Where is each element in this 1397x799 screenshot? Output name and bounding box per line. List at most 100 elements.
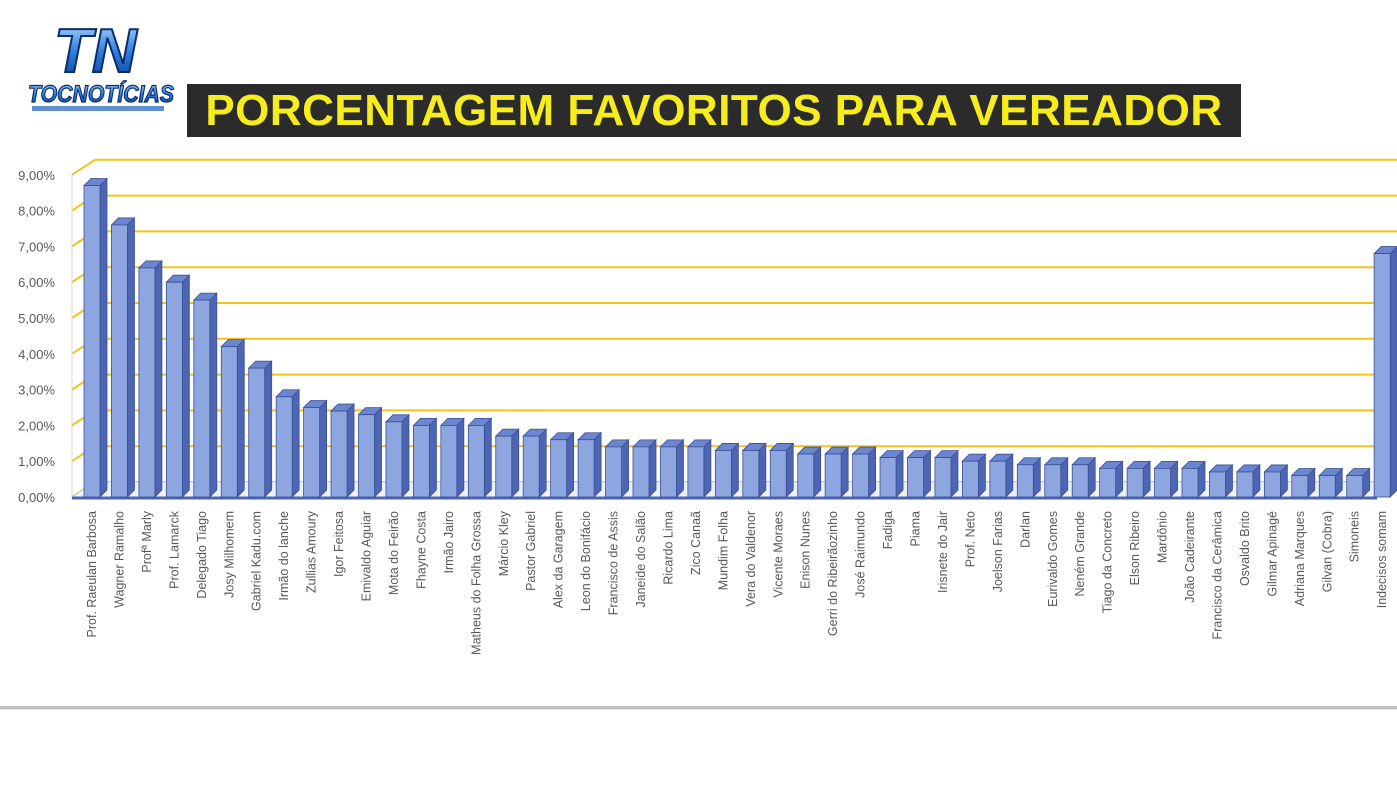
bar [439,417,465,498]
bar [769,442,795,498]
bar-front [742,450,760,498]
bar [851,446,877,498]
category-label: Márcio Kley [497,510,511,576]
bar [1208,463,1234,498]
bar [577,431,603,498]
category-label: Zullias Amoury [305,510,319,593]
bar [384,413,410,498]
title-bar: PORCENTAGEM FAVORITOS PARA VEREADOR [187,84,1241,137]
bar-side [1389,246,1397,498]
bottom-divider-shadow [0,709,1397,710]
bar-front [1181,467,1199,498]
bar-front [852,453,869,498]
bar [357,406,383,498]
bar [467,417,493,498]
bar-front [275,396,293,498]
bar-side [428,417,437,498]
bar-side [154,259,163,498]
bar-side [676,438,684,498]
bar-front [1071,464,1089,498]
bar [604,438,630,498]
bar-side [923,449,931,498]
category-label: Prof. Raeulan Barbosa [85,511,99,638]
bar [659,438,685,498]
label-layer: 0,00% 1,00% 2,00% 3,00% 4,00% 5,00% 6,00% 7,00%… [18,168,1389,655]
bar-front [385,421,403,498]
bar-side [99,177,108,498]
category-label: Eurivaldo Gomes [1046,511,1060,607]
bar-side [209,292,218,498]
bar-side [621,438,629,498]
bar [1373,246,1397,498]
bar-front [989,460,1007,498]
logo-text: TOCNOTÍCIAS [28,80,174,108]
bar-side [319,399,328,498]
bar-front [660,446,677,498]
bar [686,438,712,498]
category-label: Prof. Neto [963,511,977,567]
bar-front [824,453,842,498]
bar [1071,456,1097,498]
bar [1235,463,1261,498]
category-label: Gerri do Ribeirãozinho [826,511,840,636]
bar-front [1126,467,1144,498]
bar-front [550,439,568,498]
y-tick-label: 4,00% [18,347,55,362]
logo-mark: TN [54,17,138,86]
category-label: Igor Feitosa [332,511,346,577]
bar-front [495,435,513,498]
y-tick-label: 5,00% [18,311,55,326]
bar [632,438,657,498]
bar-front [220,346,238,498]
bar-side [127,216,135,498]
bar-front [248,367,266,498]
bar-front [1318,475,1336,498]
bar-side [593,431,602,498]
bar-side [813,446,822,498]
bar [83,177,108,498]
bar-front [879,457,897,498]
bar [247,360,273,498]
category-label: Matheus do Folha Grossa [469,511,483,655]
bottom-divider [0,706,1397,709]
bar-front [467,424,485,498]
bar-side [566,431,575,498]
bar-front [687,446,705,498]
bar-side [703,438,712,498]
category-label: João Cadeirante [1183,511,1197,603]
category-label: Emivaldo Aguiar [360,511,374,601]
category-label: Gabriel Kadu.com [250,511,264,611]
bar [1318,467,1344,498]
bar-front [440,424,458,498]
bar [741,442,767,498]
bar-side [648,438,657,498]
bar-side [868,446,876,498]
bar-front [797,453,815,498]
category-label: Profª Marly [140,510,154,572]
category-label: Wagner Ramalho [112,511,126,608]
y-tick-label: 6,00% [18,275,55,290]
bar [1345,467,1371,498]
bar [824,446,850,498]
category-label: Joelson Farias [991,511,1005,592]
bar-side [291,388,300,498]
category-label: Janeide do Salão [634,511,648,608]
bar-front [303,407,321,498]
bar [906,449,932,498]
category-label: Josy Milhomem [222,511,236,598]
bar-front [632,446,650,498]
category-label: Tiago da Concreto [1101,511,1115,613]
bar-side [950,449,959,498]
category-label: Prof. Lamarck [167,510,181,589]
bar-front [1291,475,1309,498]
bar [1098,460,1124,498]
bar-front [165,281,183,498]
bar [137,259,163,498]
bar-front [934,457,952,498]
bar-front [1263,471,1281,498]
category-label: Irmão do lanche [277,511,291,601]
category-label: Gilvan (Cobra) [1320,511,1334,592]
bar-side [511,428,520,498]
bar-front [1016,464,1034,498]
category-label: Vera do Valdenor [744,511,758,607]
